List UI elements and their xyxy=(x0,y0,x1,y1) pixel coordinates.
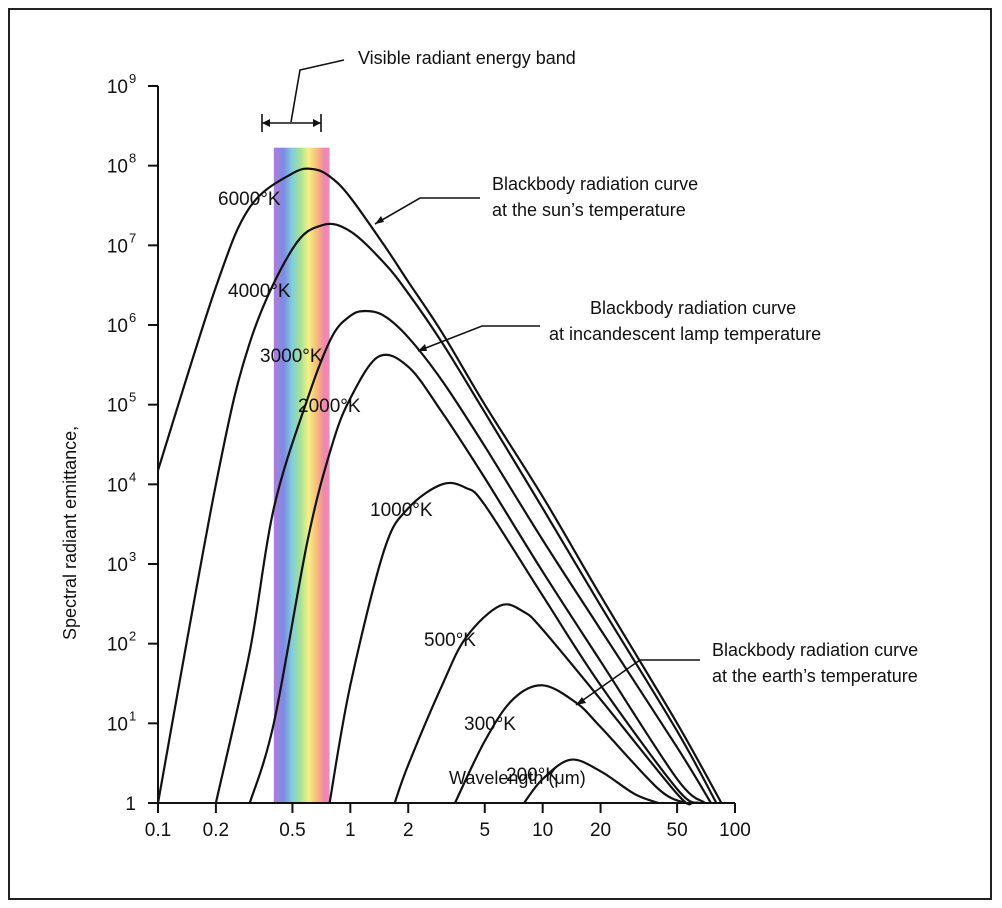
y-tick-label: 10 xyxy=(107,77,128,98)
curve-200k xyxy=(523,758,659,805)
curve-label-1000k: 1000°K xyxy=(370,500,433,521)
x-tick-label: 1 xyxy=(345,820,356,841)
curve-500k xyxy=(393,603,693,806)
annotation-lamp: Blackbody radiation curve at incandescen… xyxy=(417,298,821,352)
x-tick-label: 0.2 xyxy=(203,820,229,841)
x-axis-title: Wavelength (μm) xyxy=(449,768,586,788)
curve-label-2000k: 2000°K xyxy=(298,396,361,417)
y-tick-exponent: 2 xyxy=(129,629,136,644)
y-tick-label: 10 xyxy=(107,396,128,417)
y-tick-exponent: 3 xyxy=(129,549,136,564)
curve-labels: 6000°K 4000°K 3000°K 2000°K 1000°K 500°K 300°K… xyxy=(218,189,558,786)
visible-band-marker: Visible radiant energy band xyxy=(261,48,576,132)
y-tick-exponent: 7 xyxy=(129,230,136,245)
curve-label-4000k: 4000°K xyxy=(228,281,291,302)
y-tick-label: 10 xyxy=(107,157,128,178)
y-tick-label: 10 xyxy=(107,714,128,735)
y-tick-exponent: 6 xyxy=(129,310,136,325)
annotation-sun-line2: at the sun’s temperature xyxy=(492,200,686,220)
y-tick-label: 10 xyxy=(107,475,128,496)
curve-2000k xyxy=(248,353,706,804)
curve-4000k xyxy=(156,222,718,804)
x-tick-label: 0.1 xyxy=(145,820,171,841)
curve-label-6000k: 6000°K xyxy=(218,189,281,210)
x-tick-label: 20 xyxy=(590,820,611,841)
y-tick-exponent: 8 xyxy=(129,151,136,166)
annotation-lamp-line1: Blackbody radiation curve xyxy=(590,298,796,318)
x-tick-label: 10 xyxy=(532,820,553,841)
y-tick-label: 10 xyxy=(107,316,128,337)
x-tick-label: 0.5 xyxy=(279,820,305,841)
curve-label-300k: 300°K xyxy=(464,714,516,735)
annotation-earth: Blackbody radiation curve at the earth’s… xyxy=(575,640,918,706)
curve-1000k xyxy=(328,481,700,805)
x-tick-label: 2 xyxy=(403,820,414,841)
y-tick-exponent: 4 xyxy=(129,469,136,484)
curve-300k xyxy=(454,684,686,805)
y-tick-label: 10 xyxy=(107,236,128,257)
x-tick-label: 50 xyxy=(667,820,688,841)
annotation-lamp-line2: at incandescent lamp temperature xyxy=(549,324,821,344)
y-tick-label: 10 xyxy=(107,555,128,576)
y-tick-label: 10 xyxy=(107,635,128,656)
x-tick-label: 100 xyxy=(719,820,751,841)
curves xyxy=(156,167,723,806)
annotation-sun-line1: Blackbody radiation curve xyxy=(492,174,698,194)
curve-label-3000k: 3000°K xyxy=(260,346,323,367)
y-tick-label: 1 xyxy=(125,794,136,815)
y-tick-exponent: 5 xyxy=(129,390,136,405)
x-tick-label: 5 xyxy=(479,820,490,841)
annotation-sun: Blackbody radiation curve at the sun’s t… xyxy=(374,174,698,225)
annotation-earth-line2: at the earth’s temperature xyxy=(712,666,918,686)
curve-6000k xyxy=(156,167,723,804)
chart-frame xyxy=(8,8,992,900)
y-tick-exponent: 9 xyxy=(129,71,136,86)
curve-3000k xyxy=(214,309,712,804)
y-tick-exponent: 1 xyxy=(129,708,136,723)
curve-label-200k: 200°K xyxy=(506,765,558,786)
visible-band-label: Visible radiant energy band xyxy=(358,48,576,68)
x-ticks: 0.1 0.2 0.5 1 2 5 10 20 50 100 xyxy=(145,803,751,841)
annotation-earth-line1: Blackbody radiation curve xyxy=(712,640,918,660)
curve-label-500k: 500°K xyxy=(424,630,476,651)
y-axis-title: Spectral radiant emittance, xyxy=(60,426,80,640)
